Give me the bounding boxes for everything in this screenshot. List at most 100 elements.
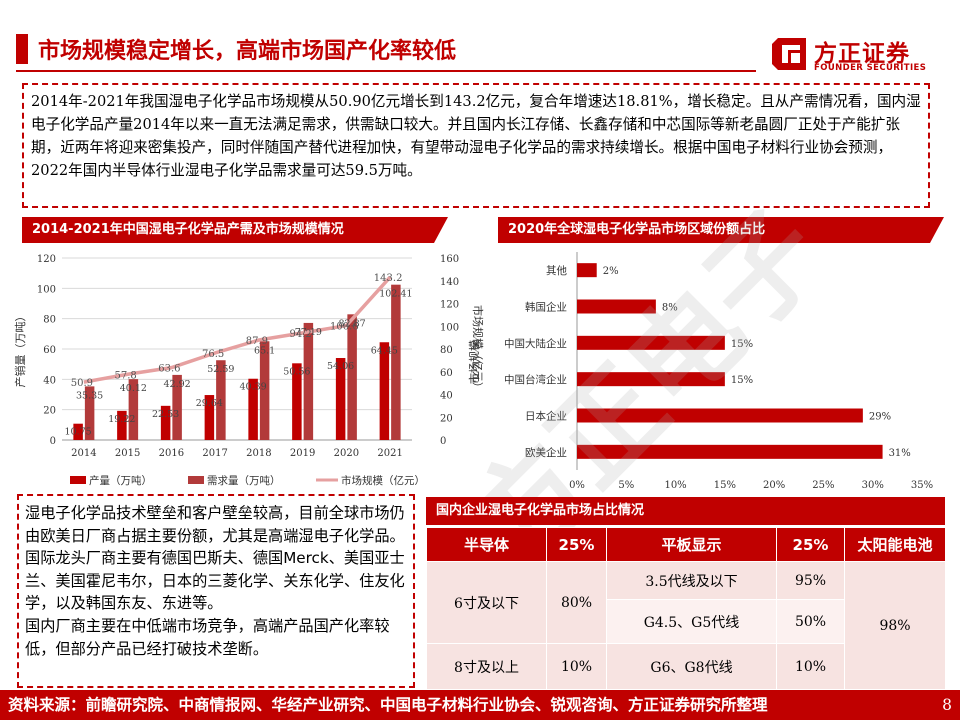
left-chart-y-tick: 60 bbox=[43, 345, 56, 356]
production-label: 22.53 bbox=[152, 409, 179, 420]
region-share-label: 29% bbox=[869, 412, 891, 423]
source-text: 资料来源：前瞻研究院、中商情报网、华经产业研究、中国电子材料行业协会、锐观咨询、… bbox=[8, 696, 768, 714]
right-chart-category-label: 中国大陆企业 bbox=[504, 337, 567, 350]
table-row: 8寸及以上 10% G6、G8代线 10% bbox=[426, 643, 946, 690]
demand-bar bbox=[216, 360, 226, 440]
left-chart-y2-tick: 100 bbox=[440, 322, 459, 333]
left-chart-y2-tick: 120 bbox=[440, 300, 459, 311]
market-size-label: 63.6 bbox=[158, 364, 180, 375]
market-size-label: 94.2 bbox=[289, 329, 311, 340]
table-title: 国内企业湿电子化学品市场占比情况 bbox=[426, 497, 945, 525]
legend-market-label: 市场规模（亿元） bbox=[341, 474, 425, 487]
right-chart-x-tick: 5% bbox=[618, 480, 634, 491]
semi-row-value: 10% bbox=[546, 643, 607, 690]
legend-demand-label: 需求量（万吨） bbox=[207, 474, 281, 487]
production-bar bbox=[379, 342, 390, 440]
left-chart-y2-tick: 40 bbox=[440, 391, 453, 402]
production-bar bbox=[160, 405, 171, 440]
semi-row-label: 6寸及以下 bbox=[426, 561, 547, 644]
demand-bar bbox=[347, 314, 357, 440]
region-share-bar bbox=[577, 444, 883, 459]
right-chart-x-tick: 35% bbox=[911, 480, 933, 491]
demand-label: 52.59 bbox=[207, 364, 234, 375]
production-label: 40.39 bbox=[240, 382, 267, 393]
production-bar bbox=[335, 358, 346, 440]
left-chart-x-tick: 2017 bbox=[202, 448, 227, 459]
header-solar: 太阳能电池 bbox=[844, 527, 946, 562]
market-size-label: 143.2 bbox=[374, 273, 403, 284]
production-bar bbox=[292, 363, 302, 440]
display-row-label: 3.5代线及以下 bbox=[606, 561, 777, 600]
right-chart-x-tick: 0% bbox=[569, 480, 585, 491]
region-share-bar bbox=[577, 372, 725, 387]
right-banner-tip bbox=[930, 217, 944, 243]
left-chart-y-tick: 20 bbox=[43, 406, 56, 417]
header-semiconductor-share: 25% bbox=[546, 527, 607, 562]
left-chart-y-label: 产销量（万吨） bbox=[13, 311, 27, 388]
left-chart-y2-tick: 80 bbox=[440, 345, 453, 356]
left-chart-y2-tick: 0 bbox=[440, 436, 446, 447]
left-chart-title: 2014-2021年中国湿电子化学品产需及市场规模情况 bbox=[22, 217, 434, 243]
left-chart-x-tick: 2016 bbox=[159, 448, 184, 459]
right-chart-x-tick: 10% bbox=[664, 480, 686, 491]
production-label: 29.64 bbox=[196, 398, 223, 409]
left-chart-y2-tick: 160 bbox=[440, 254, 459, 265]
page-number: 8 bbox=[942, 696, 952, 714]
left-chart-y2-tick: 60 bbox=[440, 368, 453, 379]
left-chart-x-tick: 2020 bbox=[334, 448, 359, 459]
table-header-row: 半导体 25% 平板显示 25% 太阳能电池 bbox=[426, 527, 946, 562]
title-underline bbox=[16, 70, 756, 72]
region-share-bar bbox=[577, 263, 597, 278]
region-share-bar bbox=[577, 408, 863, 423]
semi-row-label: 8寸及以上 bbox=[426, 643, 547, 690]
display-row-value: 10% bbox=[776, 643, 845, 690]
left-chart-y-tick: 120 bbox=[37, 254, 56, 265]
production-bar bbox=[204, 395, 215, 440]
intro-paragraph: 2014年-2021年我国湿电子化学品市场规模从50.90亿元增长到143.2亿… bbox=[22, 83, 930, 208]
market-size-label: 50.9 bbox=[71, 378, 93, 389]
left-chart-y-tick: 40 bbox=[43, 375, 56, 386]
right-chart-category-label: 其他 bbox=[546, 264, 567, 277]
left-chart-x-tick: 2018 bbox=[246, 448, 271, 459]
analysis-text-box: 湿电子化学品技术壁垒和客户壁垒较高，目前全球市场仍由欧美日厂商占据主要份额，尤其… bbox=[17, 494, 415, 688]
right-chart-y-label: 市场规模 bbox=[467, 340, 481, 384]
right-chart-x-tick: 25% bbox=[812, 480, 834, 491]
left-chart-x-tick: 2014 bbox=[71, 448, 96, 459]
production-bar bbox=[73, 423, 83, 440]
left-chart-y2-tick: 140 bbox=[440, 277, 459, 288]
demand-label: 82.87 bbox=[339, 318, 366, 329]
left-chart-y2-label: 市场规模（亿元） bbox=[471, 305, 485, 393]
region-share-label: 2% bbox=[603, 266, 619, 277]
table-row: 6寸及以下 80% 3.5代线及以下 95% 98% bbox=[426, 561, 946, 690]
demand-label: 40.12 bbox=[120, 383, 147, 394]
right-chart-category-label: 中国台湾企业 bbox=[504, 373, 567, 386]
region-share-bar bbox=[577, 335, 725, 350]
region-share-label: 31% bbox=[889, 448, 911, 459]
left-chart-x-tick: 2021 bbox=[377, 448, 402, 459]
market-size-label: 87.9 bbox=[246, 336, 268, 347]
logo-text-cn: 方正证券 bbox=[814, 41, 910, 67]
analysis-paragraph-1: 湿电子化学品技术壁垒和客户壁垒较高，目前全球市场仍由欧美日厂商占据主要份额，尤其… bbox=[25, 504, 405, 613]
logo-text-en: FOUNDER SECURITIES bbox=[814, 63, 927, 73]
market-size-label: 100.6 bbox=[330, 322, 359, 333]
header-flat-panel-share: 25% bbox=[776, 527, 845, 562]
market-share-table: 半导体 25% 平板显示 25% 太阳能电池 6寸及以下 80% 3.5代线及以… bbox=[426, 527, 946, 690]
left-chart-y-tick: 80 bbox=[43, 315, 56, 326]
analysis-paragraph-2: 国内厂商主要在中低端市场竞争，高端产品国产化率较低，但部分产品已经打破技术垄断。 bbox=[25, 616, 390, 658]
production-label: 54.06 bbox=[327, 361, 354, 372]
demand-bar bbox=[84, 386, 95, 440]
left-chart-x-tick: 2019 bbox=[290, 448, 315, 459]
market-size-line bbox=[83, 275, 392, 384]
demand-label: 42.92 bbox=[164, 379, 191, 390]
demand-bar bbox=[259, 341, 270, 440]
page-title: 市场规模稳定增长，高端市场国产化率较低 bbox=[38, 39, 457, 64]
header-flat-panel: 平板显示 bbox=[606, 527, 777, 562]
demand-label: 102.41 bbox=[379, 289, 412, 300]
right-chart-category-label: 欧美企业 bbox=[525, 446, 567, 459]
production-label: 19.22 bbox=[108, 414, 135, 425]
left-chart-y-tick: 100 bbox=[37, 284, 56, 295]
header-semiconductor: 半导体 bbox=[426, 527, 547, 562]
display-row-value: 95% bbox=[776, 561, 845, 600]
solar-value: 98% bbox=[844, 561, 946, 690]
